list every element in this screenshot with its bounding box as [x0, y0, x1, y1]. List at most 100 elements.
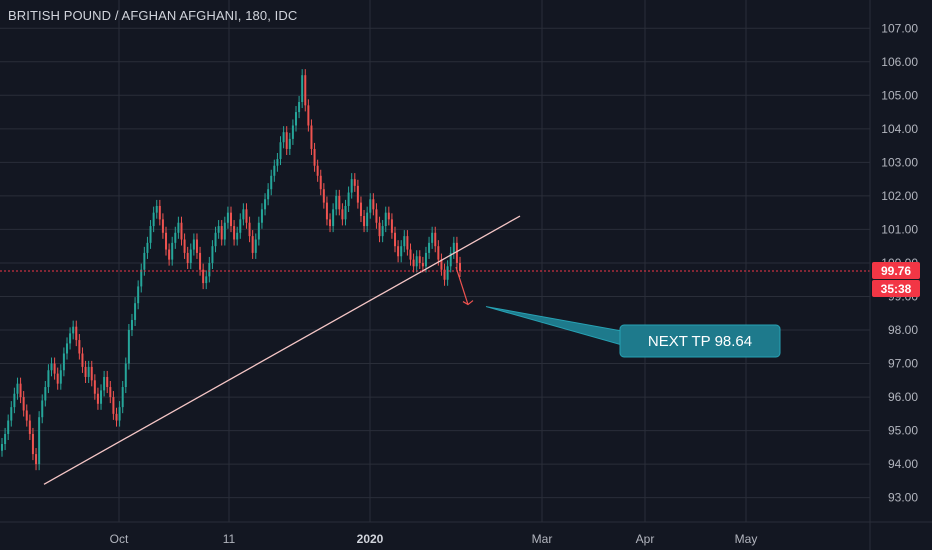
candle-body	[10, 407, 13, 421]
candle-body	[418, 256, 421, 263]
price-axis[interactable]: 107.00 106.00 105.00 104.00 103.00 102.00 101.…	[881, 21, 918, 504]
candle-body	[301, 75, 304, 103]
price-tick-label: 96.00	[888, 390, 918, 404]
grid-lines	[0, 0, 870, 522]
candle-body	[217, 226, 220, 233]
candle-body	[310, 125, 313, 149]
candle-body	[183, 239, 186, 253]
candle-body	[180, 222, 183, 240]
candle-body	[270, 175, 273, 190]
candle-body	[378, 222, 381, 237]
candle-body	[359, 202, 362, 217]
countdown-badge-bg	[872, 280, 920, 298]
candle-body	[171, 242, 174, 260]
candle-body	[347, 192, 350, 206]
candle-body	[81, 353, 84, 367]
candle-body	[65, 343, 68, 354]
candle-body	[375, 209, 378, 223]
candle-body	[369, 199, 372, 213]
candle-body	[137, 286, 140, 304]
candle-body	[325, 202, 328, 220]
candle-body	[149, 226, 152, 243]
projection-arrowhead	[462, 300, 474, 306]
candle-body	[260, 209, 263, 223]
candle-body	[316, 165, 319, 176]
candle-body	[254, 239, 257, 253]
candle-body	[152, 212, 155, 227]
candle-body	[130, 319, 133, 331]
callout-label: NEXT TP 98.64	[648, 333, 752, 350]
candle-body	[214, 232, 217, 247]
countdown-badge: 35:38	[872, 280, 920, 298]
candle-body	[307, 105, 310, 126]
candle-body	[356, 185, 359, 203]
candlestick-series	[1, 69, 461, 471]
candle-body	[103, 376, 106, 391]
time-axis[interactable]: Oct 11 2020 Mar Apr May	[110, 532, 758, 546]
candle-body	[140, 269, 143, 287]
trendline[interactable]	[43, 215, 521, 485]
candle-body	[25, 410, 28, 421]
candle-body	[134, 303, 137, 320]
projection-arrow	[455, 266, 474, 306]
candle-body	[174, 232, 177, 243]
candle-body	[189, 249, 192, 263]
time-tick-label: 11	[223, 532, 236, 546]
candle-body	[62, 353, 65, 371]
candle-body	[100, 390, 103, 404]
candle-body	[257, 222, 260, 240]
candle-body	[381, 226, 384, 237]
candle-body	[22, 397, 25, 411]
candle-body	[220, 226, 223, 240]
candle-body	[202, 269, 205, 284]
candle-body	[434, 232, 437, 247]
candle-body	[47, 370, 50, 388]
price-tick-label: 94.00	[888, 457, 918, 471]
candle-body	[7, 420, 10, 434]
price-tick-label: 95.00	[888, 424, 918, 438]
candle-body	[406, 236, 409, 250]
candle-body	[242, 209, 245, 220]
candle-body	[273, 165, 276, 176]
candle-body	[44, 387, 47, 401]
candle-body	[452, 242, 455, 253]
candle-body	[440, 259, 443, 270]
candle-body	[205, 276, 208, 284]
countdown-label: 35:38	[881, 282, 912, 296]
candle-body	[87, 366, 90, 377]
candle-body	[143, 252, 146, 270]
candle-body	[397, 246, 400, 257]
candle-body	[341, 209, 344, 220]
candle-body	[195, 239, 198, 253]
price-tick-label: 101.00	[881, 222, 918, 236]
candle-body	[282, 132, 285, 143]
candle-body	[75, 326, 78, 341]
candle-body	[322, 189, 325, 203]
candle-body	[372, 199, 375, 210]
candle-body	[121, 387, 124, 408]
chart-title: BRITISH POUND / AFGHAN AFGHANI, 180, IDC	[8, 8, 298, 23]
callout-annotation[interactable]: NEXT TP 98.64	[485, 306, 781, 358]
candle-body	[16, 383, 19, 394]
candle-body	[332, 209, 335, 227]
candle-body	[428, 242, 431, 253]
candle-body	[366, 212, 369, 227]
current-price-badge: 99.76	[872, 262, 920, 280]
candle-body	[403, 236, 406, 247]
projection-line	[455, 266, 469, 305]
candle-body	[288, 138, 291, 149]
candle-body	[72, 326, 75, 334]
candle-body	[31, 433, 34, 455]
candle-body	[449, 252, 452, 267]
candle-body	[459, 262, 461, 272]
time-tick-label: 2020	[357, 532, 384, 546]
price-tick-label: 93.00	[888, 491, 918, 505]
candle-body	[158, 205, 161, 220]
current-price-badge-bg	[872, 262, 920, 280]
candle-body	[106, 376, 109, 388]
candle-body	[394, 232, 397, 247]
candle-body	[93, 380, 96, 394]
candle-body	[90, 366, 93, 381]
candle-body	[226, 212, 229, 223]
